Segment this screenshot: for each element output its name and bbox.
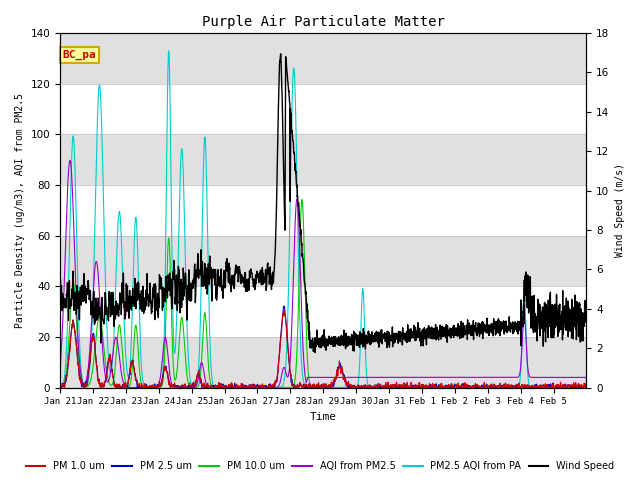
Y-axis label: Wind Speed (m/s): Wind Speed (m/s) [615,163,625,257]
Bar [60,337,586,387]
Y-axis label: Particle Density (ug/m3), AQI from PM2.5: Particle Density (ug/m3), AQI from PM2.5 [15,93,25,328]
X-axis label: Time: Time [310,412,337,422]
Legend: PM 1.0 um, PM 2.5 um, PM 10.0 um, AQI from PM2.5, PM2.5 AQI from PA, Wind Speed: PM 1.0 um, PM 2.5 um, PM 10.0 um, AQI fr… [22,457,618,475]
Bar [60,33,586,84]
Bar [60,134,586,185]
Title: Purple Air Particulate Matter: Purple Air Particulate Matter [202,15,445,29]
Text: BC_pa: BC_pa [63,50,97,60]
Bar [60,236,586,286]
